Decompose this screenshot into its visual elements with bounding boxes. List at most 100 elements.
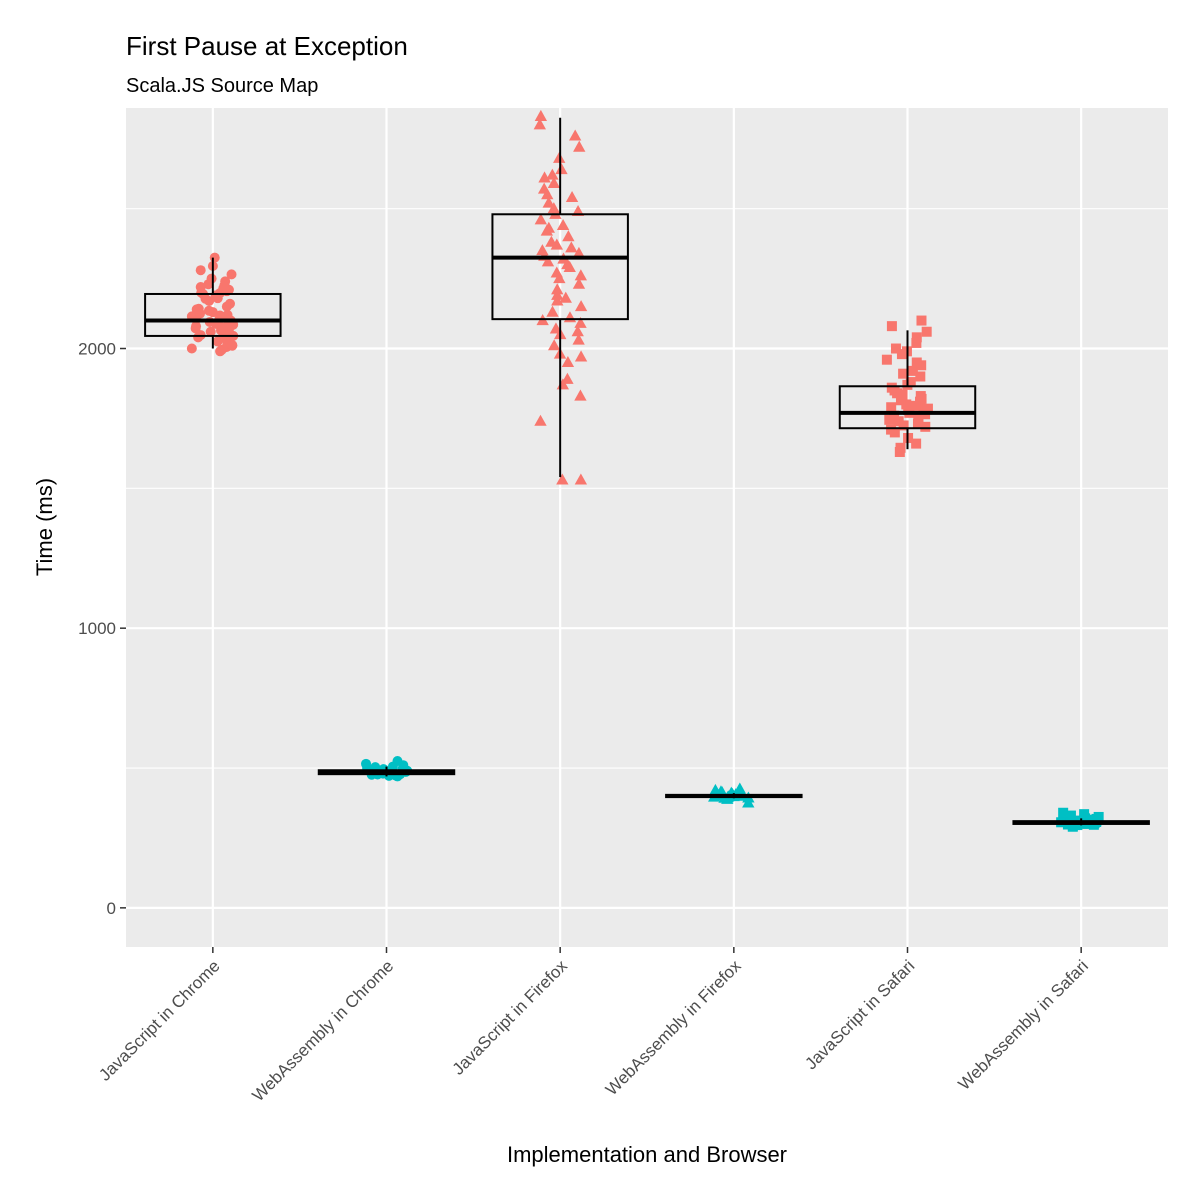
data-point-square [920,421,931,432]
y-tick-label: 1000 [78,619,116,638]
data-point-triangle [574,350,588,362]
box-iqr [144,292,282,337]
data-point-circle [226,269,237,280]
data-point-triangle [537,182,551,194]
data-point-square [922,403,933,414]
data-point-triangle [569,129,582,141]
data-point-triangle [561,355,575,368]
data-point-triangle [561,372,574,384]
data-point-square [912,419,923,430]
data-point-triangle [573,140,586,152]
data-point-triangle [556,473,569,485]
data-point-circle [195,265,206,276]
points-layer [186,109,1104,832]
data-point-triangle [542,221,555,233]
data-point-triangle [555,163,568,175]
data-point-triangle [709,783,722,795]
data-point-square [901,399,912,410]
data-point-square [1058,807,1069,818]
data-point-circle [219,281,230,292]
x-axis-title: Implementation and Browser [507,1142,787,1167]
data-point-triangle [572,333,585,345]
data-point-triangle [561,258,574,270]
data-point-triangle [536,244,549,256]
data-point-square [886,321,897,332]
data-point-triangle [574,300,588,312]
data-point-triangle [574,473,588,485]
box-iqr [838,385,977,430]
data-point-triangle [559,291,572,303]
box-iqr [491,213,629,321]
data-point-circle [215,346,226,357]
data-point-triangle [571,204,585,217]
data-point-triangle [547,339,561,351]
data-point-triangle [574,389,587,401]
data-point-triangle [533,118,546,130]
data-point-triangle [546,168,559,180]
data-point-circle [190,323,201,334]
data-point-triangle [541,188,554,200]
data-point-triangle [551,283,564,295]
data-point-triangle [550,266,563,278]
data-point-circle [392,756,403,767]
data-point-square [911,337,922,348]
y-tick-label: 2000 [78,340,116,359]
data-point-square [907,365,918,376]
data-point-triangle [534,109,548,121]
data-point-circle [361,758,372,769]
data-point-triangle [547,177,561,189]
data-point-circle [227,340,238,351]
x-tick-label: JavaScript in Chrome [95,956,223,1084]
data-point-square [915,371,926,382]
data-point-square [886,402,897,413]
box-layer [144,117,1150,826]
data-point-square [897,389,908,400]
data-point-triangle [562,230,575,242]
data-point-square [913,412,924,423]
data-point-triangle [534,213,547,225]
x-tick-label: JavaScript in Safari [801,956,918,1073]
data-point-square [911,357,922,368]
data-point-square [911,332,922,343]
panel-background [126,108,1168,947]
data-point-triangle [541,255,555,267]
data-point-circle [214,310,225,321]
data-point-square [916,315,927,326]
data-point-square [881,354,892,365]
data-point-square [915,391,926,402]
data-point-square [886,424,897,435]
data-point-triangle [572,277,586,289]
data-point-circle [224,298,235,309]
data-point-triangle [550,238,563,250]
data-point-triangle [538,171,551,183]
y-axis-title: Time (ms) [32,478,57,576]
data-point-square [1079,809,1090,820]
data-point-triangle [534,414,547,426]
data-point-circle [203,305,214,316]
data-point-square [898,368,909,379]
data-point-square [898,420,909,431]
x-tick-label: JavaScript in Firefox [449,956,572,1079]
data-point-square [1065,810,1076,821]
data-point-circle [205,326,216,337]
data-point-circle [206,273,217,284]
data-point-triangle [565,241,578,253]
data-point-triangle [574,316,587,328]
data-point-circle [195,281,206,292]
x-tick-label: WebAssembly in Chrome [248,956,397,1105]
data-point-triangle [546,305,559,317]
grid-layer [126,108,1168,947]
data-point-square [895,395,906,406]
y-tick-label: 0 [107,899,116,918]
data-point-square [884,414,895,425]
data-point-circle [193,303,204,314]
data-point-triangle [553,272,566,284]
data-point-square [890,343,901,354]
data-point-square [910,400,921,411]
data-point-circle [212,336,223,347]
data-point-triangle [549,322,563,334]
data-point-square [903,405,914,416]
data-point-circle [209,252,220,263]
data-point-circle [200,293,211,304]
